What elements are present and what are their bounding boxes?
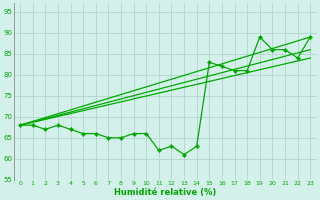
X-axis label: Humidité relative (%): Humidité relative (%)	[114, 188, 216, 197]
